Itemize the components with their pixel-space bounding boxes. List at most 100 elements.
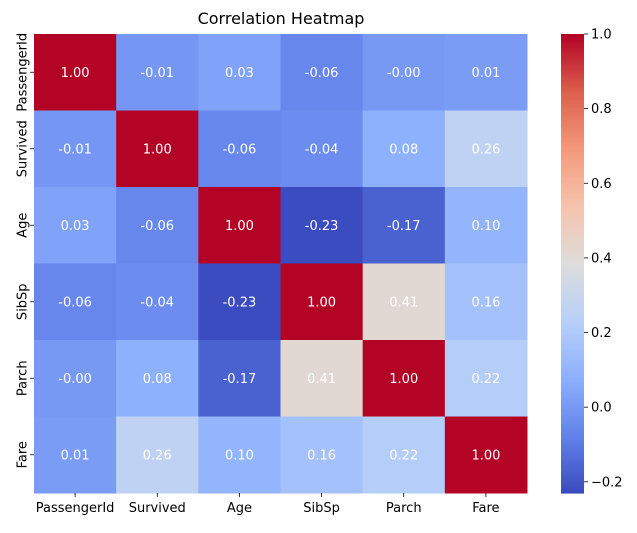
colorbar-segment	[561, 265, 584, 269]
cell-label-0-4: -0.00	[387, 66, 421, 81]
colorbar-segment	[561, 82, 584, 86]
colorbar-tick-label-4: 0.6	[591, 177, 612, 192]
colorbar-segment	[561, 118, 584, 122]
colorbar-segment	[561, 258, 584, 262]
colorbar-segment	[561, 261, 584, 265]
colorbar-segment	[561, 208, 584, 212]
colorbar-segment	[561, 385, 584, 389]
cell-label-5-2: 0.10	[225, 448, 254, 463]
colorbar-segment	[561, 203, 584, 207]
colorbar-segment	[561, 77, 584, 81]
cell-label-4-5: 0.22	[471, 372, 500, 387]
colorbar-segment	[561, 350, 584, 354]
colorbar-segment	[561, 362, 584, 366]
cell-label-2-2: 1.00	[225, 219, 254, 234]
x-axis: PassengerId Survived Age SibSp Parch Fare	[36, 493, 500, 516]
colorbar-segment	[561, 382, 584, 386]
colorbar-segment	[561, 389, 584, 393]
heatmap-cell-3-0	[34, 263, 117, 341]
heatmap-cell-2-0	[34, 187, 117, 264]
colorbar-segment	[561, 240, 584, 244]
colorbar-segment	[561, 313, 584, 317]
colorbar-segment	[561, 291, 584, 294]
heatmap-cell-2-4	[362, 187, 446, 264]
heatmap-cell-4-0	[34, 340, 117, 417]
colorbar-segment	[561, 490, 584, 494]
heatmap-cell-3-4	[362, 263, 446, 341]
colorbar-segment	[561, 190, 584, 193]
colorbar-segment	[561, 183, 584, 187]
cell-label-2-0: 0.03	[61, 219, 90, 234]
colorbar-segment	[561, 229, 584, 232]
colorbar-segment	[561, 355, 584, 359]
y-tick-label-0: PassengerId	[16, 33, 31, 112]
y-tick-label-5: Fare	[16, 441, 31, 468]
colorbar-segment	[561, 348, 584, 352]
heatmap-cell-5-0	[34, 416, 117, 494]
colorbar-segment	[561, 199, 584, 203]
colorbar-segment	[561, 412, 584, 416]
cell-label-5-5: 1.00	[471, 448, 500, 463]
colorbar-segment	[561, 226, 584, 230]
colorbar-segment	[561, 479, 584, 483]
colorbar-segment	[561, 263, 584, 267]
colorbar-segment	[561, 116, 584, 120]
colorbar-segment	[561, 66, 584, 70]
colorbar-segment	[561, 414, 584, 418]
cell-label-2-1: -0.06	[140, 219, 174, 234]
colorbar-segment	[561, 137, 584, 141]
colorbar-tick-label-1: 0.0	[591, 401, 612, 416]
colorbar-segment	[561, 403, 584, 407]
colorbar-segment	[561, 339, 584, 343]
colorbar-segment	[561, 421, 584, 425]
colorbar-segment	[561, 84, 584, 88]
colorbar-segment	[561, 433, 584, 437]
colorbar-segment	[561, 270, 584, 274]
colorbar-segment	[561, 146, 584, 150]
heatmap-cell-5-4	[362, 416, 446, 494]
colorbar-segment	[561, 483, 584, 487]
colorbar-segment	[561, 107, 584, 111]
colorbar-segment	[561, 274, 584, 278]
heatmap-cell-1-3	[280, 110, 364, 188]
colorbar-segment	[561, 70, 584, 74]
cell-label-4-2: -0.17	[223, 372, 257, 387]
cell-label-3-0: -0.06	[58, 295, 92, 310]
heatmap-cell-5-3	[280, 416, 364, 494]
colorbar-segment	[561, 134, 584, 138]
colorbar-segment	[561, 132, 584, 136]
colorbar-segment	[561, 185, 584, 189]
colorbar-segment	[561, 401, 584, 405]
colorbar-segment	[561, 36, 584, 40]
colorbar-segment	[561, 380, 584, 384]
colorbar-segment	[561, 242, 584, 246]
colorbar-segment	[561, 405, 584, 409]
colorbar-segment	[561, 373, 584, 377]
colorbar-segment	[561, 279, 584, 283]
colorbar-segment	[561, 153, 584, 157]
cell-label-0-5: 0.01	[471, 66, 500, 81]
colorbar-segment	[561, 148, 584, 152]
heatmap-cell-2-3	[280, 187, 364, 264]
heatmap-cell-3-1	[116, 263, 199, 341]
colorbar-segment	[561, 50, 584, 53]
colorbar-segment	[561, 167, 584, 171]
colorbar-segment	[561, 213, 584, 216]
colorbar-tick-label-0: −0.2	[591, 475, 623, 490]
colorbar-segment	[561, 428, 584, 432]
colorbar-segment	[561, 442, 584, 446]
colorbar-segment	[561, 219, 584, 223]
heatmap-cell-2-5	[444, 187, 528, 264]
colorbar-segment	[561, 68, 584, 72]
cell-label-2-4: -0.17	[387, 219, 421, 234]
x-tick-label-3: SibSp	[303, 501, 340, 516]
colorbar-segment	[561, 437, 584, 441]
colorbar-segment	[561, 210, 584, 214]
colorbar-segment	[561, 93, 584, 97]
colorbar-segment	[561, 144, 584, 148]
y-axis: PassengerId Survived Age SibSp Parch Fare	[16, 33, 34, 468]
heatmap-cell-1-5	[444, 110, 528, 188]
cell-label-1-1: 1.00	[143, 142, 172, 157]
colorbar-segment	[561, 426, 584, 430]
colorbar-segment	[561, 447, 584, 450]
